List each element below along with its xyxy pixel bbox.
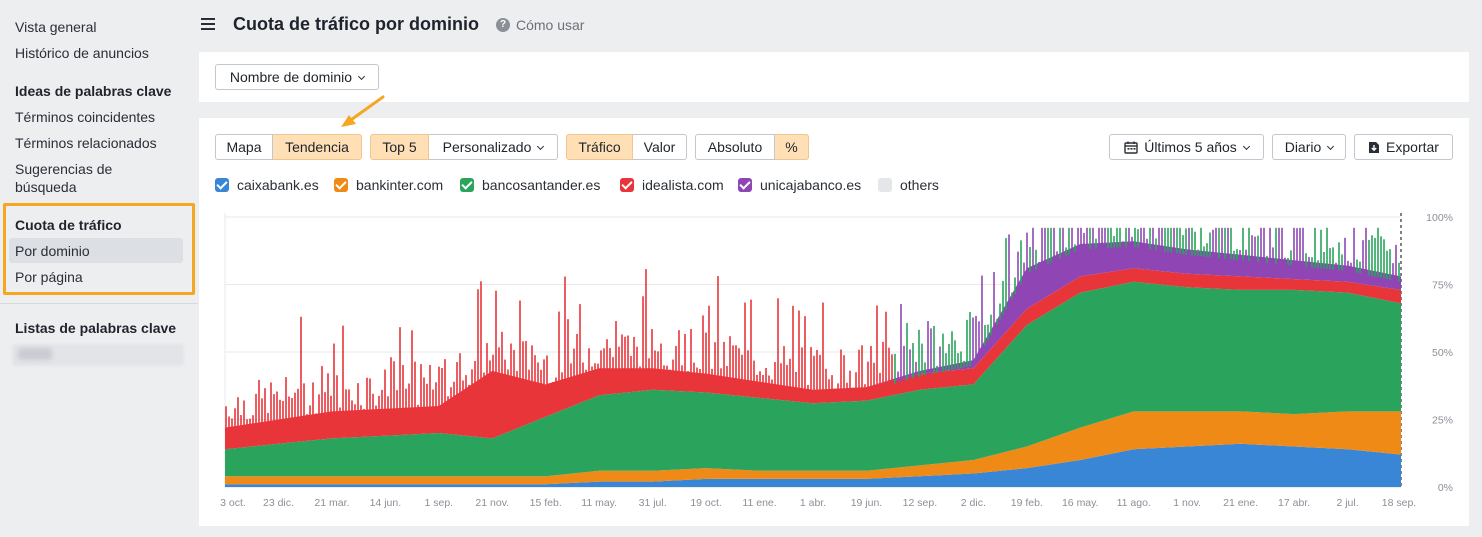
sidebar-item-por-pagina[interactable]: Por página	[15, 269, 83, 285]
page-title: Cuota de tráfico por dominio	[233, 14, 479, 34]
tab-absoluto[interactable]: Absoluto	[695, 134, 775, 160]
sidebar-item-historico-anuncios[interactable]: Histórico de anuncios	[15, 45, 149, 61]
y-tick-label: 25%	[1432, 415, 1453, 427]
tab-valor[interactable]: Valor	[633, 134, 687, 160]
sidebar-section-cuota: Cuota de tráfico	[15, 217, 122, 233]
checkbox-icon[interactable]	[878, 178, 892, 192]
x-tick-label: 19 jun.	[851, 497, 883, 509]
checkbox-icon[interactable]	[215, 178, 229, 192]
sidebar: Vista general Histórico de anuncios Idea…	[0, 0, 198, 537]
x-tick-label: 21 mar.	[314, 497, 349, 509]
export-button[interactable]: Exportar	[1354, 134, 1453, 160]
custom-dropdown[interactable]: Personalizado	[429, 134, 558, 160]
tab-mapa[interactable]: Mapa	[215, 134, 273, 160]
x-tick-label: 19 feb.	[1011, 497, 1043, 509]
sidebar-item-sugerencias-line2[interactable]: búsqueda	[15, 179, 77, 195]
sidebar-item-vista-general[interactable]: Vista general	[15, 19, 97, 35]
checkbox-icon[interactable]	[334, 178, 348, 192]
tab-trafico[interactable]: Tráfico	[566, 134, 633, 160]
top5-button[interactable]: Top 5	[370, 134, 429, 160]
x-tick-label: 2 jul.	[1336, 497, 1358, 509]
sidebar-item-terminos-relacionados[interactable]: Términos relacionados	[15, 135, 157, 151]
x-tick-label: 11 may.	[581, 497, 617, 509]
tab-percent[interactable]: %	[775, 134, 809, 160]
checkbox-icon[interactable]	[460, 178, 474, 192]
y-tick-label: 50%	[1432, 347, 1453, 359]
area-series-bankinter.com	[225, 411, 1401, 485]
checkbox-icon[interactable]	[620, 178, 634, 192]
traffic-share-chart: 100% 75% 50% 25% 0% 3 oct. 23 dic. 21 mar. 14 j…	[220, 212, 1453, 509]
download-icon	[1369, 142, 1380, 153]
x-tick-label: 23 dic.	[263, 497, 294, 509]
x-tick-label: 2 dic.	[961, 497, 986, 509]
x-tick-label: 11 ene.	[742, 497, 776, 509]
x-tick-label: 1 sep.	[425, 497, 454, 509]
y-tick-label: 100%	[1426, 212, 1453, 224]
area-series-caixabank.es	[225, 443, 1401, 487]
x-tick-label: 21 ene.	[1223, 497, 1258, 509]
menu-icon[interactable]	[201, 18, 215, 30]
x-tick-label: 21 nov.	[475, 497, 509, 509]
sidebar-divider	[0, 303, 198, 304]
area-series-unicajabanco.es	[225, 241, 1401, 428]
x-tick-label: 1 nov.	[1173, 497, 1201, 509]
x-tick-label: 16 may.	[1062, 497, 1099, 509]
annotation-arrow-icon	[341, 95, 385, 127]
sidebar-section-ideas: Ideas de palabras clave	[15, 83, 172, 99]
granularity-dropdown[interactable]: Diario	[1272, 134, 1346, 160]
x-tick-label: 11 ago.	[1117, 497, 1151, 509]
y-tick-label: 0%	[1438, 482, 1453, 494]
x-tick-label: 19 oct.	[690, 497, 722, 509]
x-tick-label: 15 feb.	[530, 497, 562, 509]
sidebar-item-sugerencias[interactable]: Sugerencias de	[15, 161, 113, 177]
calendar-icon	[1124, 141, 1138, 154]
sidebar-section-listas: Listas de palabras clave	[15, 320, 177, 336]
tab-tendencia[interactable]: Tendencia	[273, 134, 362, 160]
x-tick-label: 14 jun.	[370, 497, 402, 509]
filter-panel: Nombre de dominio	[199, 52, 1469, 102]
x-tick-label: 31 jul.	[639, 497, 667, 509]
period-dropdown[interactable]: Últimos 5 años	[1109, 134, 1264, 160]
x-tick-label: 17 abr.	[1278, 497, 1310, 509]
help-link[interactable]: Cómo usar	[516, 17, 585, 33]
x-tick-label: 3 oct.	[220, 497, 246, 509]
sidebar-item-terminos-coincidentes[interactable]: Términos coincidentes	[15, 109, 156, 125]
highlight-box	[3, 203, 195, 295]
x-tick-label: 1 abr.	[800, 497, 826, 509]
blurred-list-selector[interactable]	[12, 344, 184, 366]
area-series-bancosantander.es	[225, 281, 1401, 477]
x-tick-label: 12 sep.	[903, 497, 937, 509]
area-series-idealista.com	[225, 268, 1401, 450]
help-icon[interactable]: ?	[496, 18, 510, 32]
sidebar-active-indicator	[9, 238, 183, 263]
domain-name-dropdown[interactable]: Nombre de dominio	[215, 64, 379, 90]
y-tick-label: 75%	[1432, 280, 1453, 292]
x-tick-label: 18 sep.	[1382, 497, 1416, 509]
sidebar-item-por-dominio[interactable]: Por dominio	[15, 243, 90, 259]
checkbox-icon[interactable]	[738, 178, 752, 192]
